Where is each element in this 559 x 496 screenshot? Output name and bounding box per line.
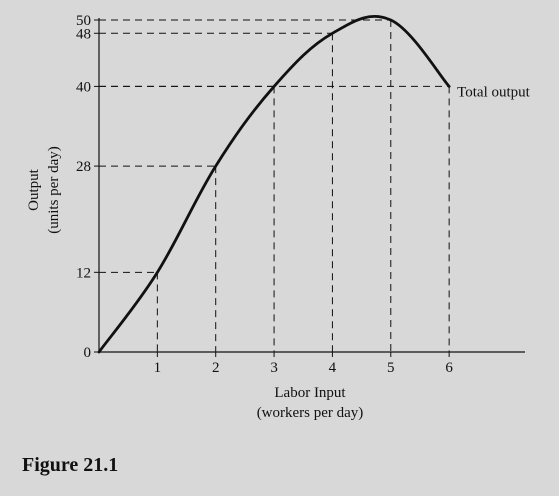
y-tick-label-12: 12 — [76, 265, 91, 281]
y-tick-label-0: 0 — [84, 345, 92, 361]
axes — [98, 18, 525, 353]
y-tick-label-48: 48 — [76, 26, 91, 42]
x-tick-label-1: 1 — [154, 360, 162, 376]
x-tick-label-5: 5 — [387, 360, 395, 376]
guide-lines — [99, 19, 450, 352]
y-tick-label-50: 50 — [76, 13, 91, 29]
series — [97, 15, 451, 354]
x-tick-label-6: 6 — [445, 360, 453, 376]
x-tick-label-2: 2 — [212, 360, 220, 376]
x-tick-label-4: 4 — [329, 360, 337, 376]
series-line-0 — [97, 15, 451, 354]
y-axis-title: Output — [26, 168, 42, 211]
x-tick-label-3: 3 — [270, 360, 278, 376]
series-label-0: Total output — [457, 84, 531, 100]
y-axis-subtitle: (units per day) — [46, 146, 62, 233]
x-axis-subtitle: (workers per day) — [257, 405, 364, 421]
x-ticks: 1 2 3 4 5 6 — [154, 352, 453, 376]
y-tick-label-28: 28 — [76, 159, 91, 175]
y-tick-label-40: 40 — [76, 79, 91, 95]
series-labels: Total output — [457, 84, 531, 100]
figure-caption: Figure 21.1 — [22, 454, 119, 476]
x-axis-title: Labor Input — [274, 385, 346, 401]
